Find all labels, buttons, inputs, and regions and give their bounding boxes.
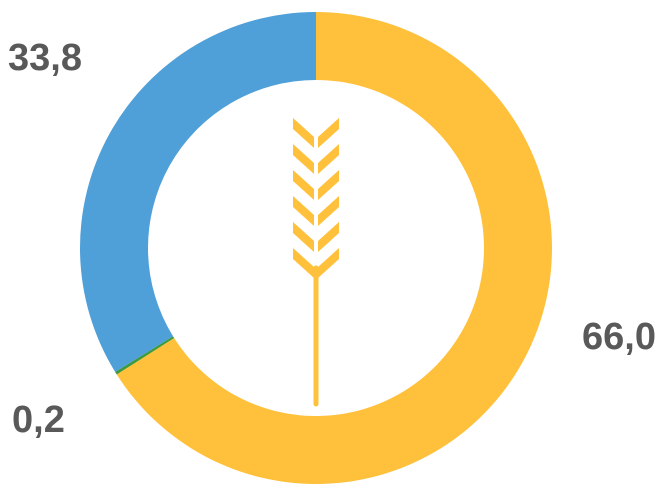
wheat-grain bbox=[318, 144, 339, 174]
wheat-grain bbox=[293, 118, 314, 148]
wheat-grain bbox=[293, 196, 314, 226]
wheat-grain bbox=[318, 170, 339, 200]
wheat-grain bbox=[293, 248, 314, 278]
slice-label-0-2: 0,2 bbox=[12, 399, 65, 441]
wheat-grain bbox=[293, 222, 314, 252]
wheat-grain bbox=[318, 222, 339, 252]
slice-label-33-8: 33,8 bbox=[8, 37, 82, 79]
slice-33-8 bbox=[79, 12, 316, 372]
slice-label-66-0: 66,0 bbox=[582, 316, 656, 358]
slice-66-0 bbox=[116, 12, 552, 485]
donut-slices bbox=[79, 12, 552, 485]
slice-0-2 bbox=[115, 336, 175, 375]
wheat-ear-icon bbox=[293, 118, 339, 407]
wheat-grain bbox=[318, 118, 339, 148]
wheat-grains bbox=[293, 118, 339, 278]
wheat-grain bbox=[318, 196, 339, 226]
wheat-grain bbox=[293, 170, 314, 200]
wheat-grain bbox=[293, 144, 314, 174]
wheat-grain bbox=[318, 248, 339, 278]
